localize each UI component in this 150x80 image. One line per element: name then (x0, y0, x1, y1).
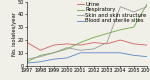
Blood and sterile sites (26, 63, 28, 64)
Legend: Urine, Respiratory, Skin and skin structure, Blood and sterile sites: Urine, Respiratory, Skin and skin struct… (77, 2, 147, 23)
Urine (53, 45, 55, 46)
Skin and skin structure (80, 50, 81, 51)
Urine (106, 43, 108, 44)
Skin and skin structure (146, 6, 148, 7)
Skin and skin structure (26, 59, 28, 60)
Y-axis label: No. isolates/year: No. isolates/year (12, 12, 17, 56)
Blood and sterile sites (93, 52, 94, 53)
Urine (39, 50, 41, 51)
Respiratory (93, 37, 94, 38)
Urine (133, 43, 135, 44)
Skin and skin structure (39, 56, 41, 57)
Blood and sterile sites (106, 52, 108, 53)
Respiratory (26, 61, 28, 62)
Urine (66, 43, 68, 44)
Skin and skin structure (53, 52, 55, 53)
Blood and sterile sites (39, 61, 41, 62)
Respiratory (39, 55, 41, 56)
Line: Respiratory: Respiratory (27, 4, 147, 62)
Line: Blood and sterile sites: Blood and sterile sites (27, 53, 147, 63)
Skin and skin structure (119, 6, 121, 7)
Blood and sterile sites (146, 56, 148, 57)
Respiratory (119, 29, 121, 30)
Urine (93, 42, 94, 43)
Line: Skin and skin structure: Skin and skin structure (27, 7, 147, 59)
Skin and skin structure (106, 42, 108, 43)
Respiratory (53, 52, 55, 53)
Blood and sterile sites (53, 59, 55, 60)
Skin and skin structure (133, 11, 135, 12)
Line: Urine: Urine (27, 40, 147, 50)
Skin and skin structure (93, 48, 94, 49)
Urine (26, 42, 28, 43)
Blood and sterile sites (119, 52, 121, 53)
Respiratory (106, 33, 108, 34)
Urine (80, 45, 81, 46)
Skin and skin structure (66, 47, 68, 48)
Urine (146, 45, 148, 46)
Blood and sterile sites (133, 55, 135, 56)
Respiratory (146, 4, 148, 5)
Respiratory (66, 48, 68, 49)
Respiratory (133, 27, 135, 28)
Blood and sterile sites (66, 57, 68, 58)
Respiratory (80, 42, 81, 43)
Blood and sterile sites (80, 52, 81, 53)
